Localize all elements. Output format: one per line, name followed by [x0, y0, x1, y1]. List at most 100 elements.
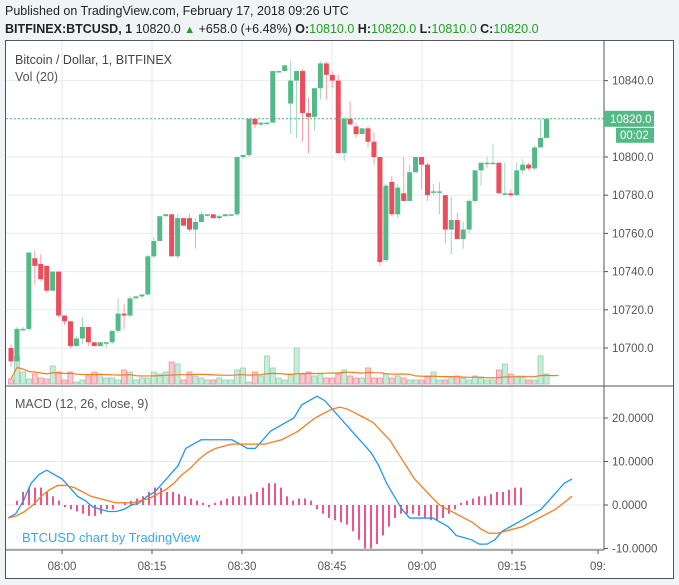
- candle-body: [228, 214, 234, 216]
- volume-bar: [43, 378, 50, 385]
- candle-body: [317, 63, 323, 89]
- volume-pane-title: Vol (20): [15, 70, 59, 84]
- volume-bar: [180, 379, 187, 385]
- volume-bar: [103, 377, 110, 385]
- candle-body: [198, 214, 204, 222]
- candle-body: [56, 271, 62, 316]
- macd-line: [7, 395, 573, 545]
- price-tick-label: 10700.0: [612, 343, 654, 355]
- volume-bar: [210, 379, 217, 385]
- price-tick-label: 10740.0: [612, 267, 654, 279]
- volume-bar: [49, 365, 56, 385]
- candle-body: [14, 328, 20, 362]
- volume-bar: [67, 371, 74, 385]
- volume-ma-line: [10, 366, 559, 380]
- time-tick-label: 08:45: [318, 561, 347, 573]
- price-change: +658.0 (+6.48%): [198, 22, 292, 36]
- volume-bar: [537, 355, 544, 385]
- volume-bar: [323, 377, 330, 385]
- volume-bar: [186, 371, 193, 385]
- candle-body: [44, 265, 50, 291]
- volume-bar: [168, 361, 175, 385]
- candle-body: [502, 193, 508, 195]
- time-tick-label: 09:: [590, 561, 606, 573]
- volume-bar: [442, 379, 449, 385]
- volume-bar: [156, 373, 163, 385]
- candle-body: [306, 113, 311, 117]
- volume-bar: [490, 379, 496, 385]
- volume-bar: [507, 373, 514, 385]
- volume-bar: [335, 373, 342, 385]
- last-price-badge-text: 10820.0: [610, 114, 652, 126]
- volume-bar: [204, 379, 211, 385]
- volume-bar: [275, 377, 282, 385]
- candle-body: [478, 162, 484, 171]
- candle-body: [436, 191, 442, 193]
- candle-body: [425, 164, 430, 196]
- last-price-badge: [604, 110, 654, 127]
- volume-bar: [97, 373, 104, 385]
- published-line: Published on TradingView.com, February 1…: [5, 4, 349, 18]
- candle-body: [133, 296, 139, 299]
- candle-body: [20, 328, 26, 331]
- countdown-badge: [616, 127, 654, 143]
- volume-bar: [133, 379, 139, 385]
- candle-body: [169, 214, 175, 257]
- candle-body: [187, 218, 192, 230]
- volume-bar: [406, 379, 413, 385]
- candle-body: [389, 181, 395, 215]
- candle-body: [311, 88, 317, 117]
- volume-bar: [448, 377, 455, 385]
- volume-bar: [371, 377, 377, 385]
- price-tick-label: 10720.0: [612, 305, 654, 317]
- candle-body: [460, 229, 466, 240]
- candle-body: [395, 187, 401, 215]
- open-value: 10810.0: [309, 22, 355, 36]
- candle-body: [127, 298, 133, 316]
- volume-bar: [79, 379, 86, 385]
- volume-bar: [394, 375, 401, 385]
- up-arrow-icon: ▲: [184, 24, 196, 36]
- macd-tick-label: 10.0000: [612, 457, 654, 469]
- volume-bar: [472, 375, 479, 385]
- volume-bar: [8, 378, 14, 385]
- candle-body: [371, 141, 377, 157]
- candle-body: [109, 330, 115, 343]
- candle-body: [8, 348, 14, 362]
- low-value: 10810.0: [431, 22, 477, 36]
- candle-body: [419, 157, 425, 165]
- volume-bar: [513, 375, 520, 385]
- time-tick-label: 09:15: [498, 561, 527, 573]
- candle-body: [466, 200, 472, 230]
- volume-bar: [347, 375, 354, 385]
- volume-bar: [543, 373, 550, 385]
- candle-body: [210, 214, 216, 219]
- volume-bar: [460, 377, 467, 385]
- volume-bar: [91, 371, 98, 385]
- price-tick-label: 10780.0: [612, 190, 654, 202]
- candle-body: [121, 313, 127, 316]
- volume-bar: [454, 375, 461, 385]
- candle-body: [359, 128, 365, 135]
- candle-body: [484, 162, 490, 165]
- candle-body: [276, 71, 282, 73]
- volume-bar: [329, 377, 336, 385]
- volume-bar: [341, 369, 348, 385]
- macd-tick-label: -10.0000: [612, 544, 657, 556]
- candle-body: [341, 118, 347, 154]
- volume-bar: [216, 377, 223, 385]
- candle-body: [407, 172, 413, 201]
- volume-bar: [61, 379, 68, 385]
- candle-body: [79, 326, 85, 339]
- candle-body: [365, 128, 371, 142]
- volume-bar: [519, 375, 526, 385]
- candle-body: [97, 342, 103, 347]
- candle-body: [181, 218, 187, 226]
- volume-bar: [418, 379, 425, 385]
- price-tick-label: 10760.0: [612, 228, 654, 240]
- price-tick-label: 10840.0: [612, 76, 654, 88]
- volume-bar: [430, 371, 437, 385]
- close-value: 10820.0: [493, 22, 539, 36]
- candle-body: [32, 258, 38, 266]
